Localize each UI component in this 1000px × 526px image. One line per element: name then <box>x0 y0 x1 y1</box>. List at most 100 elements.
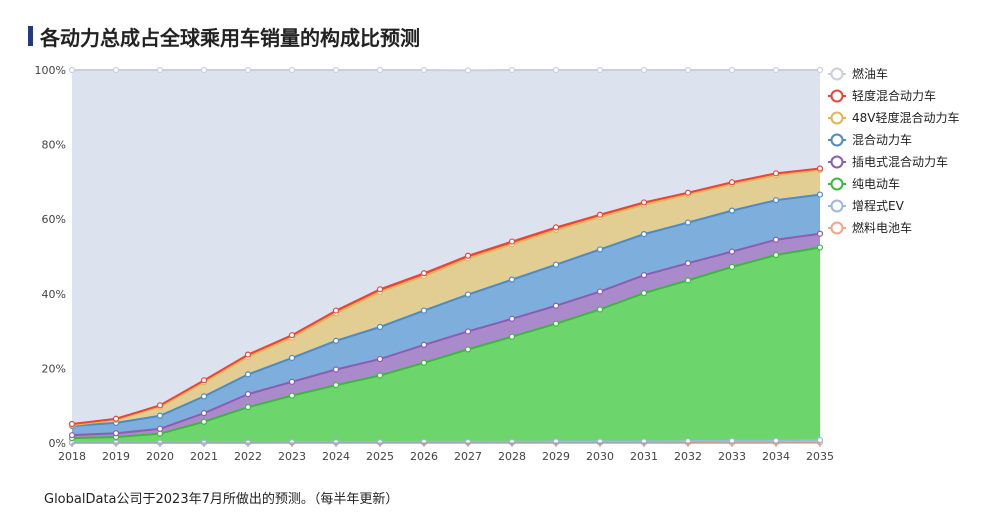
x-tick-label: 2021 <box>190 450 218 463</box>
point-燃油车 <box>728 66 736 74</box>
point-混合动力车 <box>772 197 780 204</box>
legend-swatch-marker <box>830 155 844 169</box>
point-轻度混合动力车 <box>552 224 560 231</box>
x-tick-label: 2035 <box>806 450 834 463</box>
line-轻度混合动力车 <box>71 167 821 425</box>
point-混合动力车 <box>640 231 648 238</box>
legend-label: 燃油车 <box>852 66 888 81</box>
x-tick-label: 2034 <box>762 450 790 463</box>
point-插电式混合动力车 <box>464 328 472 335</box>
point-纯电动车 <box>552 320 560 327</box>
point-燃油车 <box>68 66 76 74</box>
point-燃油车 <box>244 66 252 74</box>
legend-swatch-marker <box>830 111 844 125</box>
legend-label: 燃料电池车 <box>852 220 912 235</box>
point-轻度混合动力车 <box>596 211 604 218</box>
point-燃油车 <box>420 66 428 74</box>
point-插电式混合动力车 <box>200 410 208 417</box>
point-轻度混合动力车 <box>376 286 384 293</box>
line-插电式混合动力车 <box>71 232 821 437</box>
legend-label: 增程式EV <box>852 198 905 213</box>
point-轻度混合动力车 <box>112 415 120 422</box>
legend-label: 纯电动车 <box>852 176 900 191</box>
point-混合动力车 <box>244 371 252 378</box>
y-tick-label: 60% <box>42 213 66 226</box>
point-纯电动车 <box>596 306 604 313</box>
point-燃油车 <box>376 66 384 74</box>
y-tick-label: 0% <box>49 437 66 450</box>
point-插电式混合动力车 <box>332 366 340 373</box>
legend-swatch-marker <box>830 177 844 191</box>
point-轻度混合动力车 <box>816 165 824 172</box>
point-混合动力车 <box>728 207 736 214</box>
point-燃油车 <box>288 66 296 74</box>
point-插电式混合动力车 <box>376 355 384 363</box>
point-轻度混合动力车 <box>200 377 208 384</box>
point-轻度混合动力车 <box>68 420 76 428</box>
point-插电式混合动力车 <box>508 315 516 322</box>
point-轻度混合动力车 <box>728 179 736 186</box>
area-插电式混合动力车 <box>72 233 820 439</box>
x-tick-label: 2019 <box>102 450 130 463</box>
point-燃油车 <box>112 66 120 74</box>
point-轻度混合动力车 <box>420 270 428 277</box>
x-tick-label: 2029 <box>542 450 570 463</box>
legend-label: 插电式混合动力车 <box>852 154 948 169</box>
y-tick-label: 80% <box>42 139 66 152</box>
legend-label: 混合动力车 <box>852 132 912 147</box>
point-插电式混合动力车 <box>112 430 120 437</box>
point-插电式混合动力车 <box>596 288 604 295</box>
point-轻度混合动力车 <box>156 402 164 409</box>
point-燃油车 <box>816 66 824 74</box>
point-燃油车 <box>200 66 208 74</box>
point-燃油车 <box>640 66 648 74</box>
x-tick-label: 2025 <box>366 450 394 463</box>
point-纯电动车 <box>376 372 384 379</box>
point-燃油车 <box>332 66 340 74</box>
point-轻度混合动力车 <box>772 170 780 177</box>
x-tick-label: 2023 <box>278 450 306 463</box>
point-混合动力车 <box>288 354 296 362</box>
legend-swatch-marker <box>830 199 844 213</box>
point-插电式混合动力车 <box>156 425 164 432</box>
legend-label: 轻度混合动力车 <box>852 88 936 103</box>
point-纯电动车 <box>772 251 780 259</box>
x-tick-label: 2027 <box>454 450 482 463</box>
point-混合动力车 <box>200 393 208 400</box>
point-增程式EV <box>816 436 824 444</box>
point-纯电动车 <box>244 404 252 411</box>
point-混合动力车 <box>684 219 692 226</box>
x-tick-label: 2020 <box>146 450 174 463</box>
point-轻度混合动力车 <box>332 307 340 314</box>
legend-swatch-marker <box>830 133 844 147</box>
point-混合动力车 <box>816 191 824 198</box>
x-tick-label: 2026 <box>410 450 438 463</box>
point-燃油车 <box>464 67 472 74</box>
footnote: GlobalData公司于2023年7月所做出的预测。（每半年更新） <box>44 492 399 507</box>
point-插电式混合动力车 <box>288 378 296 385</box>
point-轻度混合动力车 <box>288 332 296 339</box>
point-混合动力车 <box>420 307 428 314</box>
point-插电式混合动力车 <box>68 432 76 439</box>
line-纯电动车 <box>71 246 821 440</box>
point-插电式混合动力车 <box>684 260 692 267</box>
x-tick-label: 2031 <box>630 450 658 463</box>
point-混合动力车 <box>508 276 516 283</box>
line-混合动力车 <box>71 193 821 427</box>
x-tick-label: 2018 <box>58 450 86 463</box>
point-插电式混合动力车 <box>772 236 780 243</box>
point-插电式混合动力车 <box>728 248 736 255</box>
y-tick-label: 20% <box>42 362 66 375</box>
point-混合动力车 <box>464 291 472 298</box>
point-轻度混合动力车 <box>464 252 472 259</box>
point-纯电动车 <box>508 333 516 340</box>
point-混合动力车 <box>552 261 560 268</box>
point-轻度混合动力车 <box>508 238 516 245</box>
area-48V轻度混合动力车 <box>72 169 820 426</box>
x-tick-label: 2033 <box>718 450 746 463</box>
point-混合动力车 <box>332 337 340 344</box>
point-混合动力车 <box>596 246 604 253</box>
title-accent-bar <box>28 26 33 46</box>
area-纯电动车 <box>72 247 820 443</box>
area-混合动力车 <box>72 194 820 436</box>
